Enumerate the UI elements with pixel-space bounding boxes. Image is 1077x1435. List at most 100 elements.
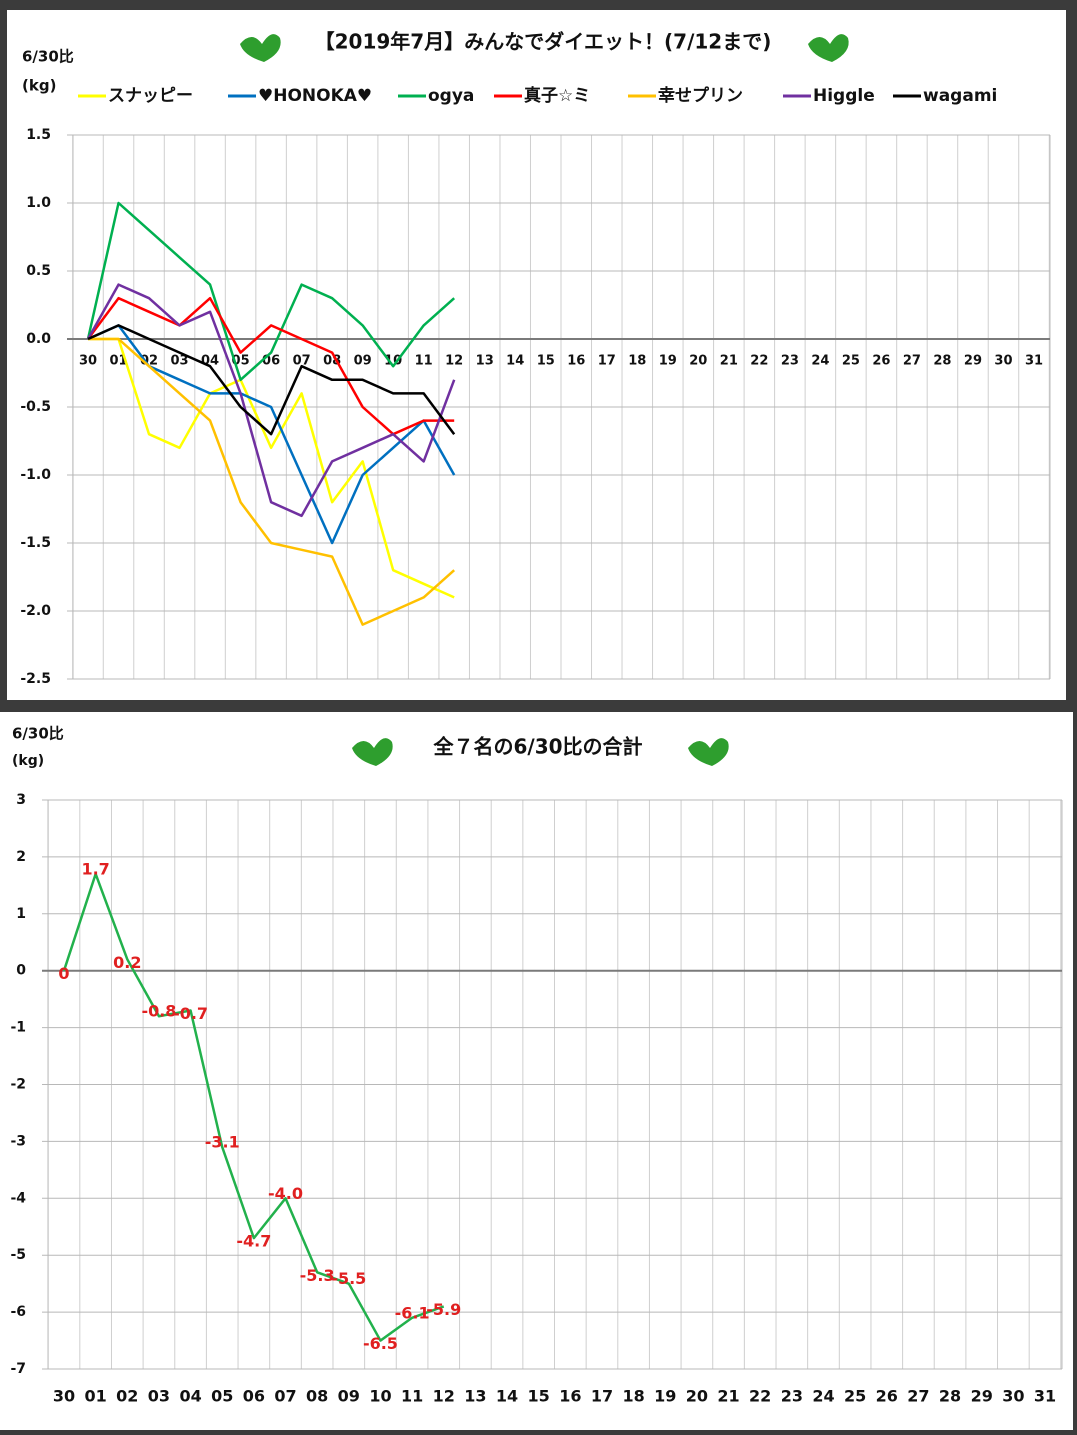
y-tick-label: 2 (16, 849, 26, 865)
x-tick-label: 15 (528, 1387, 550, 1406)
x-tick-label: 30 (994, 354, 1012, 369)
y-tick-label: -3 (10, 1133, 26, 1149)
x-tick-label: 20 (689, 354, 707, 369)
x-tick-label: 11 (415, 354, 433, 369)
x-tick-label: 08 (306, 1387, 328, 1406)
x-tick-label: 24 (811, 354, 829, 369)
x-tick-label: 16 (559, 1387, 581, 1406)
x-tick-label: 14 (496, 1387, 518, 1406)
y-tick-label: 0.0 (26, 331, 51, 347)
x-tick-label: 25 (844, 1387, 866, 1406)
x-tick-label: 28 (939, 1387, 961, 1406)
y-tick-label: -2.0 (20, 603, 51, 619)
x-tick-label: 11 (401, 1387, 423, 1406)
y-tick-label: 0 (16, 963, 26, 979)
x-tick-label: 16 (567, 354, 585, 369)
x-tick-label: 04 (179, 1387, 201, 1406)
y-tick-label: -1.0 (20, 467, 51, 483)
x-tick-label: 17 (591, 1387, 613, 1406)
x-tick-label: 20 (686, 1387, 708, 1406)
x-tick-label: 02 (140, 354, 158, 369)
x-tick-label: 12 (445, 354, 463, 369)
heart-icon (240, 34, 281, 62)
x-tick-label: 10 (384, 354, 402, 369)
x-tick-label: 15 (537, 354, 555, 369)
series-line (87, 324, 456, 436)
series-line (88, 337, 455, 599)
legend-label: wagami (923, 86, 997, 106)
y-tick-label: -5 (10, 1247, 26, 1263)
data-label: -0.8 (141, 1002, 176, 1021)
x-tick-label: 14 (506, 354, 524, 369)
data-label: -6.1 (395, 1303, 430, 1322)
x-tick-label: 13 (464, 1387, 486, 1406)
x-tick-label: 26 (876, 1387, 898, 1406)
heart-icon (808, 34, 849, 62)
x-tick-label: 27 (907, 1387, 929, 1406)
x-tick-label: 23 (781, 1387, 803, 1406)
x-tick-label: 03 (171, 354, 189, 369)
x-tick-label: 21 (720, 354, 738, 369)
y-tick-label: 3 (16, 792, 26, 808)
series-line (86, 201, 456, 382)
data-label: 1.7 (81, 859, 109, 878)
x-tick-label: 06 (262, 354, 280, 369)
y-tick-label: 0.5 (26, 263, 51, 279)
x-tick-label: 31 (1034, 1387, 1056, 1406)
data-label: -0.7 (173, 1004, 208, 1023)
x-tick-label: 06 (243, 1387, 265, 1406)
y-axis-label: 6/30比 (22, 48, 74, 66)
chart-title: 全７名の6/30比の合計 (432, 735, 642, 759)
x-tick-label: 12 (433, 1387, 455, 1406)
y-tick-label: -2 (10, 1077, 26, 1093)
data-label: -5.3 (300, 1266, 335, 1285)
x-tick-label: 10 (369, 1387, 391, 1406)
legend-label: スナッピー (108, 86, 193, 106)
legend-label: ♥HONOKA♥ (258, 86, 372, 106)
legend-label: Higgle (813, 86, 875, 106)
y-tick-label: 1 (16, 906, 26, 922)
chart-title: 【2019年7月】みんなでダイエット！(7/12まで) (315, 30, 772, 54)
legend-label: 幸せプリン (658, 85, 743, 106)
data-label: 0 (58, 964, 69, 983)
x-tick-label: 27 (903, 354, 921, 369)
y-tick-label: 1.5 (26, 127, 51, 143)
x-tick-label: 07 (274, 1387, 296, 1406)
x-tick-label: 29 (971, 1387, 993, 1406)
legend-label: ogya (428, 86, 474, 106)
x-tick-label: 08 (323, 354, 341, 369)
panel-2 (0, 712, 1073, 1430)
x-tick-label: 23 (781, 354, 799, 369)
x-tick-label: 28 (933, 354, 951, 369)
x-tick-label: 09 (338, 1387, 360, 1406)
x-tick-label: 24 (812, 1387, 834, 1406)
y-axis-unit: (kg) (22, 77, 56, 95)
y-tick-label: -1.5 (20, 535, 51, 551)
y-tick-label: -6 (10, 1304, 26, 1320)
series-line (86, 283, 456, 518)
y-tick-label: -0.5 (20, 399, 51, 415)
x-tick-label: 22 (750, 354, 768, 369)
x-tick-label: 07 (293, 354, 311, 369)
heart-icon (688, 738, 729, 766)
x-tick-label: 26 (872, 354, 890, 369)
x-tick-label: 01 (109, 354, 127, 369)
x-tick-label: 02 (116, 1387, 138, 1406)
x-tick-label: 03 (148, 1387, 170, 1406)
data-label: -4.7 (236, 1232, 271, 1251)
x-tick-label: 30 (79, 354, 97, 369)
series-line (88, 337, 456, 626)
x-tick-label: 17 (598, 354, 616, 369)
data-label: -5.5 (331, 1269, 366, 1288)
x-tick-label: 13 (476, 354, 494, 369)
x-tick-label: 18 (628, 354, 646, 369)
x-tick-label: 19 (659, 354, 677, 369)
y-axis-unit: (kg) (12, 753, 44, 769)
title-icons (240, 34, 849, 766)
data-label: 0.2 (113, 953, 141, 972)
data-label: -3.1 (205, 1133, 240, 1152)
y-tick-label: -4 (10, 1190, 26, 1206)
legend-label: 真子☆ミ (524, 85, 590, 106)
